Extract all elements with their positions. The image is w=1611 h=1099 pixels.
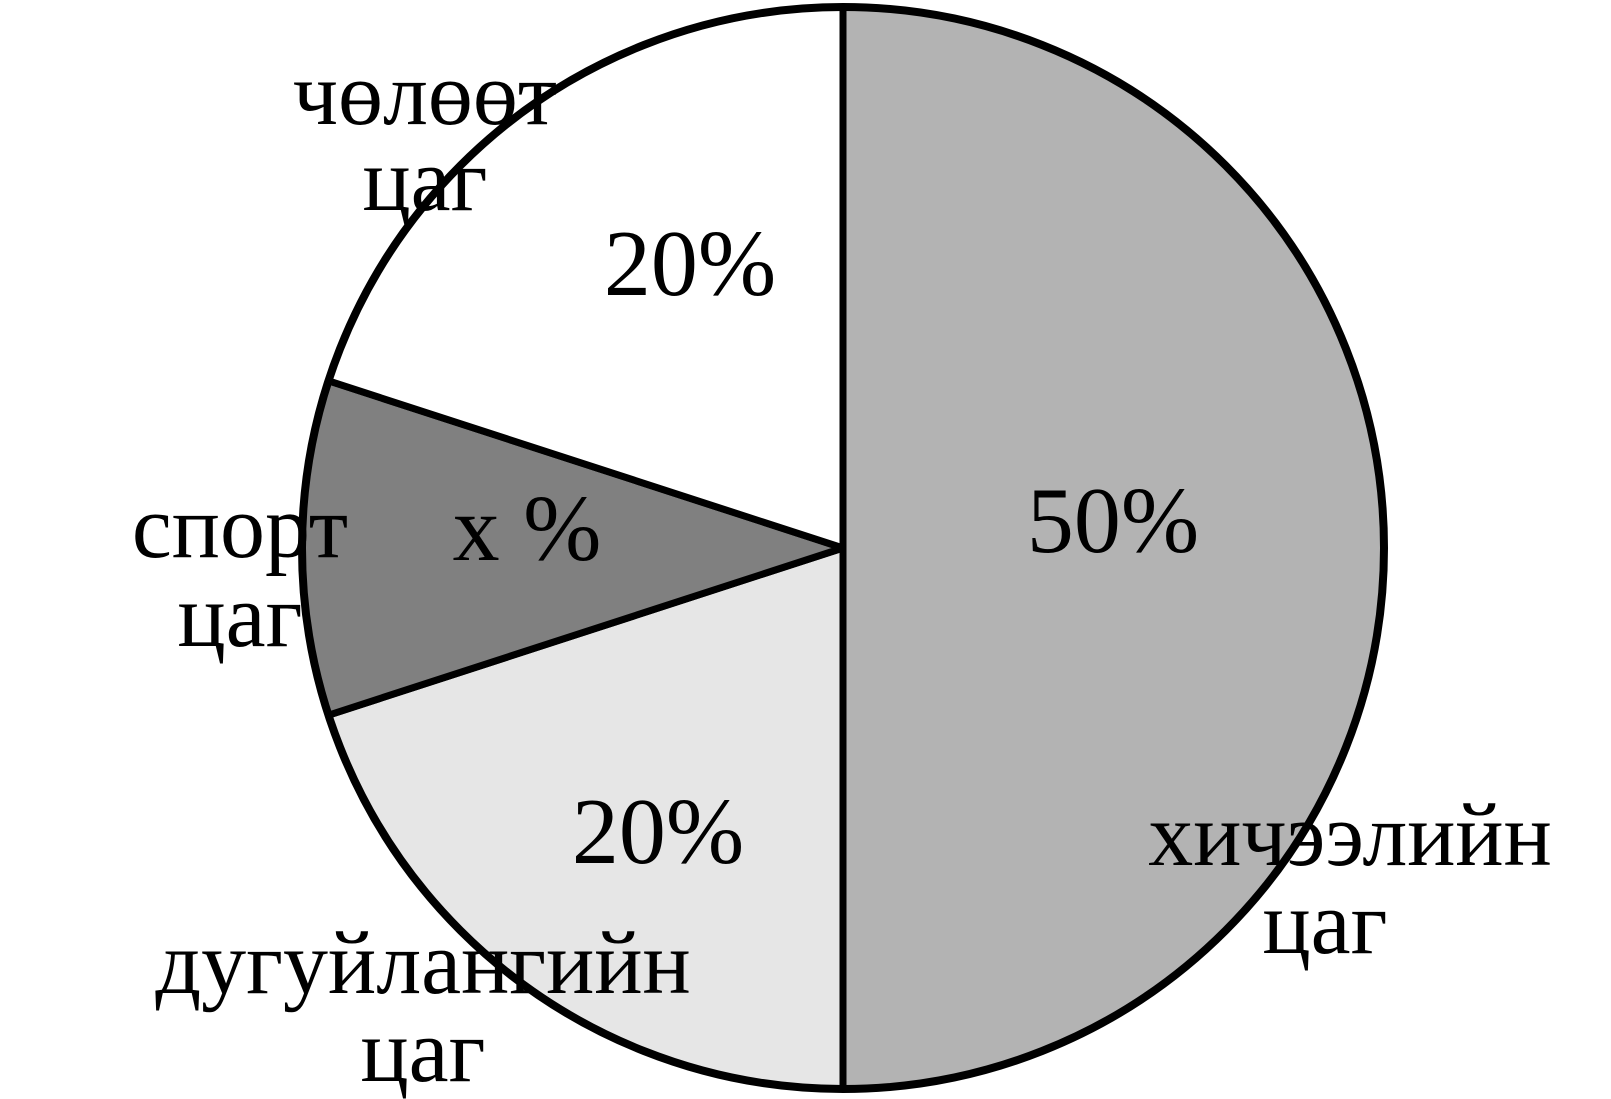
- slice-category-label-1-line-1: хичээлийн: [1148, 786, 1551, 885]
- slice-category-label-2-line-1: дугуйлангийн: [155, 914, 690, 1013]
- slice-category-label-4-line-2: цаг: [362, 131, 487, 230]
- pie-outline: [298, 3, 1388, 1093]
- slice-value-label-1: 50%: [1027, 469, 1199, 573]
- slice-category-label-1-line-2: цаг: [1262, 874, 1387, 973]
- slice-category-label-3-line-1: спорт: [132, 478, 348, 577]
- slice-category-label-3-line-2: цаг: [177, 567, 302, 666]
- pie-labels: 50%20%x %20%хичээлийнцагдугуйлангийнцагс…: [132, 45, 1552, 1099]
- slice-value-label-2: 20%: [572, 780, 744, 884]
- slice-value-label-3: x %: [453, 477, 602, 581]
- slice-value-label-4: 20%: [604, 212, 776, 316]
- slice-category-label-2-line-2: цаг: [360, 1002, 485, 1099]
- slice-category-label-4-line-1: чөлөөт: [293, 45, 558, 144]
- pie-slices: [298, 3, 1388, 1093]
